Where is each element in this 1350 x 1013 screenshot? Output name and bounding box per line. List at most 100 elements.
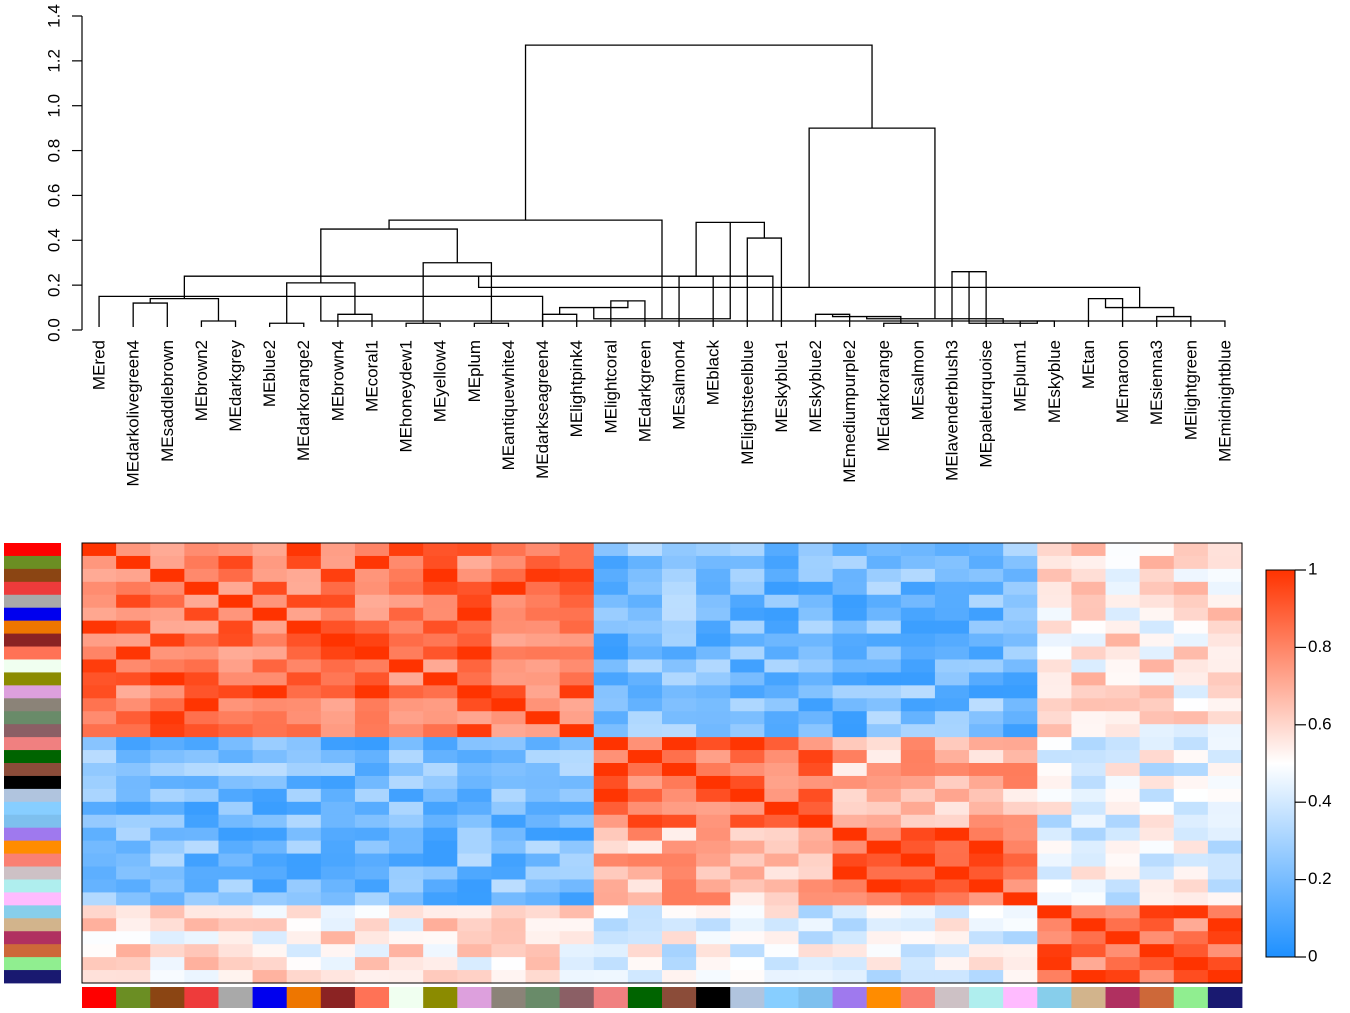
heatmap-cell xyxy=(491,970,527,984)
heatmap-cell xyxy=(1139,581,1175,596)
heatmap-cell xyxy=(286,957,322,971)
heatmap-cell xyxy=(457,698,493,712)
heatmap-cell xyxy=(82,555,117,570)
heatmap-cell xyxy=(218,672,254,686)
heatmap-cell xyxy=(1037,931,1073,945)
heatmap-cell xyxy=(525,918,561,932)
heatmap-cell xyxy=(900,866,936,881)
heatmap-cell xyxy=(593,607,629,622)
heatmap-cell xyxy=(116,594,151,609)
heatmap-cell xyxy=(1173,672,1209,686)
heatmap-cell xyxy=(559,555,595,570)
heatmap-cell xyxy=(116,957,151,971)
heatmap-cell xyxy=(150,788,185,803)
heatmap-cell xyxy=(1105,555,1141,570)
y-tick-label: 0.4 xyxy=(44,228,63,252)
row-module-color xyxy=(4,827,61,842)
heatmap-cell xyxy=(491,801,527,816)
heatmap-cell xyxy=(150,646,185,661)
heatmap-cell xyxy=(116,763,151,777)
heatmap-cell xyxy=(252,775,288,790)
heatmap-cell xyxy=(525,555,561,570)
heatmap-cell xyxy=(866,814,902,829)
heatmap-cell xyxy=(900,685,936,699)
heatmap-cell xyxy=(832,892,868,906)
heatmap-cell xyxy=(184,543,220,557)
heatmap-cell xyxy=(662,750,697,764)
heatmap-cell xyxy=(82,646,117,661)
heatmap-cell xyxy=(900,672,936,686)
heatmap-cell xyxy=(900,711,936,725)
heatmap-cell xyxy=(559,905,595,919)
heatmap-cell xyxy=(389,646,424,661)
heatmap-cell xyxy=(184,711,220,725)
heatmap-cell xyxy=(184,775,220,790)
heatmap-cell xyxy=(559,633,595,648)
heatmap-cell xyxy=(730,581,765,596)
heatmap-cell xyxy=(82,918,117,932)
heatmap-cell xyxy=(252,607,288,622)
heatmap-cell xyxy=(798,763,834,777)
column-module-color xyxy=(934,987,970,1008)
heatmap-cell xyxy=(696,581,731,596)
heatmap-cell xyxy=(320,633,356,648)
heatmap-cell xyxy=(525,827,561,842)
heatmap-cell xyxy=(559,840,595,855)
heatmap-cell xyxy=(116,607,151,622)
heatmap-cell xyxy=(627,879,663,894)
heatmap-cell xyxy=(184,633,220,648)
heatmap-cell xyxy=(218,633,254,648)
column-module-color xyxy=(320,987,356,1008)
heatmap-cell xyxy=(764,879,800,894)
heatmap-cell xyxy=(662,840,697,855)
heatmap-cell xyxy=(320,970,356,984)
heatmap-cell xyxy=(832,827,868,842)
heatmap-cell xyxy=(1037,814,1073,829)
heatmap-cell xyxy=(423,788,458,803)
heatmap-cell xyxy=(764,543,800,557)
heatmap-cell xyxy=(730,750,765,764)
heatmap-cell xyxy=(627,672,663,686)
heatmap-cell xyxy=(252,801,288,816)
heatmap-cell xyxy=(969,711,1004,725)
heatmap-cell xyxy=(150,633,185,648)
row-module-color xyxy=(4,685,61,699)
heatmap-cell xyxy=(525,568,561,583)
heatmap-cell xyxy=(1037,866,1073,881)
heatmap-cell xyxy=(1071,555,1107,570)
heatmap-cell xyxy=(1139,698,1175,712)
heatmap-cell xyxy=(1071,931,1107,945)
heatmap-cell xyxy=(82,594,117,609)
heatmap-cell xyxy=(662,879,697,894)
column-color-bar xyxy=(82,987,1243,1008)
heatmap-cell xyxy=(934,853,970,868)
heatmap-cell xyxy=(1071,892,1107,906)
heatmap-cell xyxy=(1071,827,1107,842)
heatmap-cell xyxy=(491,633,527,648)
heatmap-cell xyxy=(696,633,731,648)
heatmap-cell xyxy=(116,918,151,932)
heatmap-cell xyxy=(1105,724,1141,738)
heatmap-cell xyxy=(252,633,288,648)
heatmap-cell xyxy=(252,737,288,751)
heatmap-cell xyxy=(389,698,424,712)
heatmap-cell xyxy=(184,607,220,622)
heatmap-cell xyxy=(457,853,493,868)
heatmap-cell xyxy=(1207,581,1243,596)
heatmap-cell xyxy=(150,827,185,842)
heatmap-cell xyxy=(730,866,765,881)
heatmap-cell xyxy=(525,711,561,725)
heatmap-cell xyxy=(627,659,663,674)
heatmap-cell xyxy=(389,568,424,583)
heatmap-cell xyxy=(218,659,254,674)
heatmap-cell xyxy=(1139,918,1175,932)
heatmap-cell xyxy=(82,724,117,738)
heatmap-cell xyxy=(150,750,185,764)
heatmap-cell xyxy=(491,827,527,842)
heatmap-cell xyxy=(150,555,185,570)
heatmap-cell xyxy=(389,892,424,906)
heatmap-cell xyxy=(627,814,663,829)
heatmap-cell xyxy=(218,944,254,958)
heatmap-cell xyxy=(1173,607,1209,622)
heatmap-cell xyxy=(354,594,390,609)
